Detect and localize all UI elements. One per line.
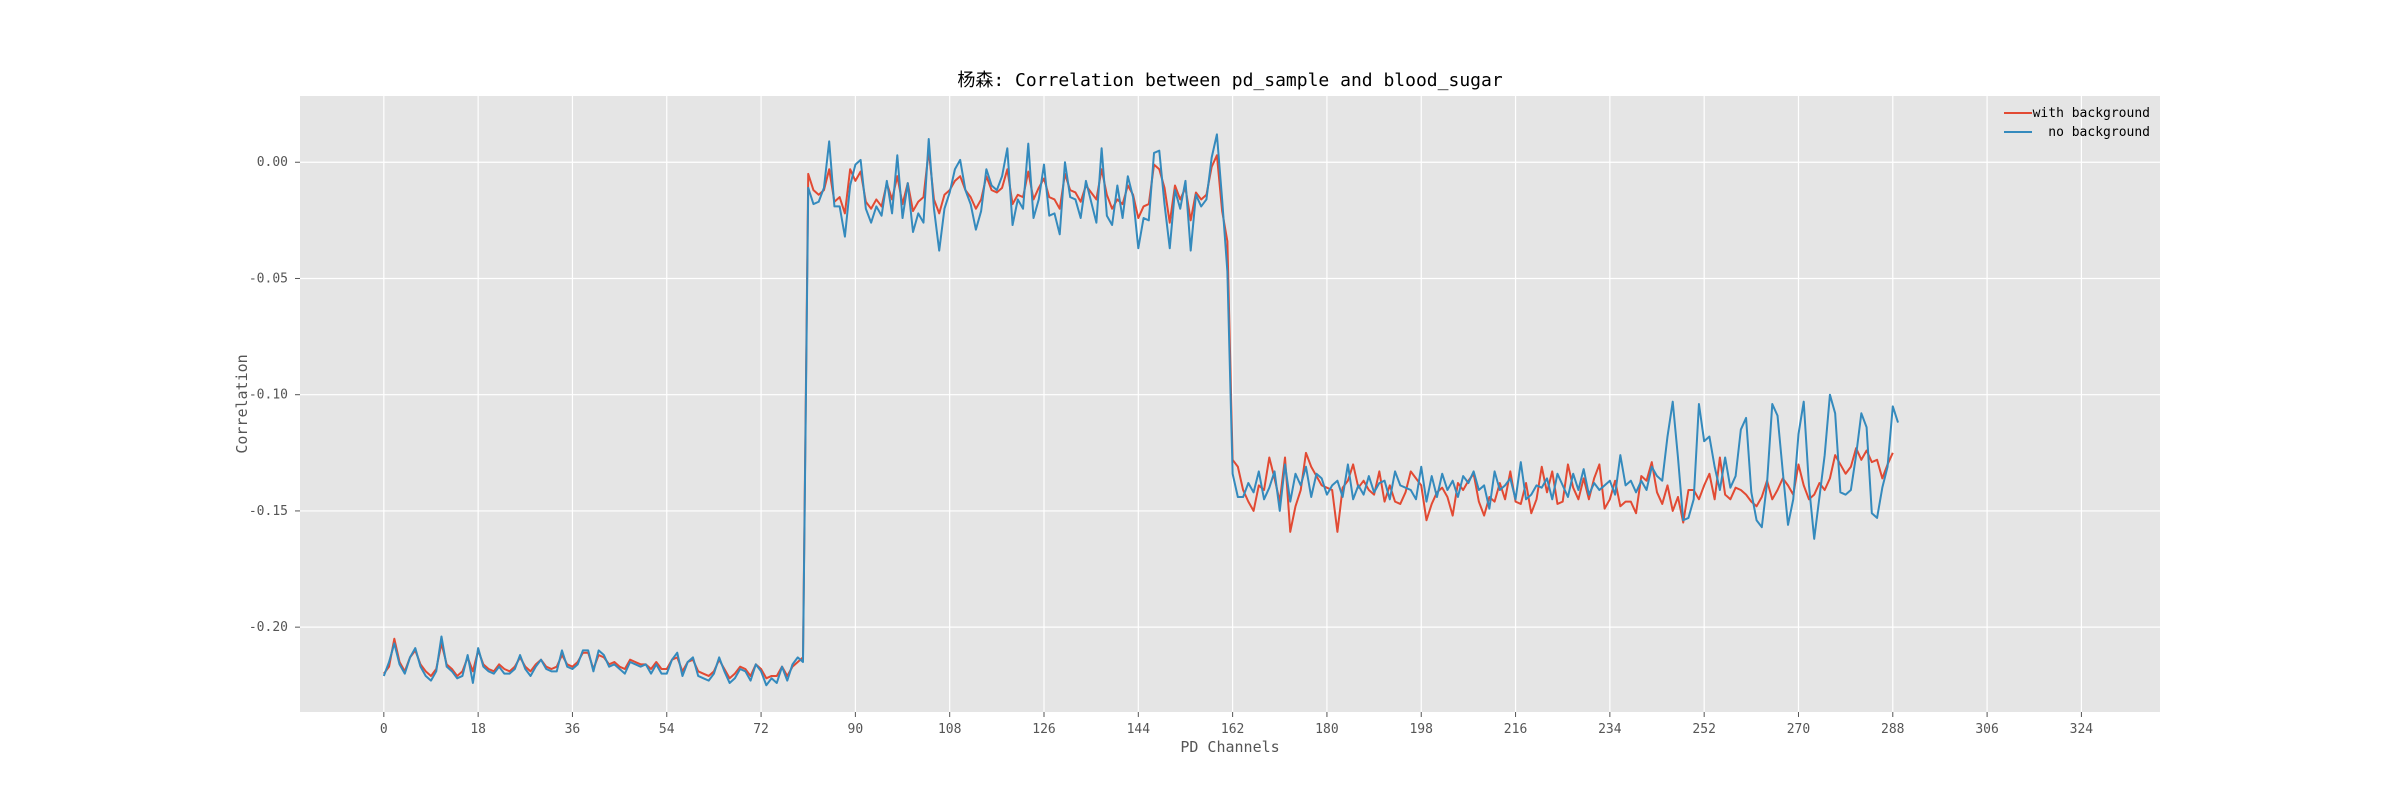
y-tick-label: 0.00 [257, 155, 288, 170]
series-lines [382, 133, 1899, 687]
x-tick-label: 288 [1881, 722, 1904, 737]
x-tick-label: 54 [659, 722, 675, 737]
legend-label-no-background: no background [2048, 125, 2150, 140]
y-tick-label: -0.05 [249, 271, 288, 286]
x-tick-label: 324 [2070, 722, 2094, 737]
y-tick-label: -0.20 [249, 620, 288, 635]
x-tick-label: 216 [1504, 722, 1527, 737]
legend-label-with-background: with background [2033, 106, 2150, 121]
x-tick-label: 234 [1598, 722, 1622, 737]
x-tick-label: 144 [1127, 722, 1151, 737]
x-tick-label: 18 [470, 722, 486, 737]
x-tick-label: 90 [848, 722, 864, 737]
series-line-no-background [382, 133, 1899, 687]
chart-title: 杨森: Correlation between pd_sample and bl… [957, 70, 1502, 91]
x-axis-label: PD Channels [1180, 738, 1279, 756]
x-tick-label: 126 [1032, 722, 1055, 737]
x-tick-label: 108 [938, 722, 961, 737]
x-tick-label: 162 [1221, 722, 1244, 737]
x-tick-label: 252 [1692, 722, 1715, 737]
legend: with background no background [2004, 106, 2150, 140]
x-tick-label: 198 [1409, 722, 1432, 737]
y-axis-ticks: 0.00 -0.05 -0.10 -0.15 -0.20 [249, 155, 300, 635]
y-tick-label: -0.15 [249, 504, 288, 519]
x-tick-label: 72 [753, 722, 769, 737]
x-axis-ticks: 0 18 36 54 72 90 108 126 144 162 180 198 216 234 252 27… [380, 712, 2093, 737]
x-tick-label: 270 [1787, 722, 1810, 737]
x-tick-label: 36 [565, 722, 581, 737]
y-tick-label: -0.10 [249, 388, 288, 403]
x-tick-label: 0 [380, 722, 388, 737]
series-line-with-background [383, 149, 1894, 680]
y-axis-label: Correlation [233, 354, 251, 453]
x-tick-label: 306 [1975, 722, 1998, 737]
x-tick-label: 180 [1315, 722, 1338, 737]
